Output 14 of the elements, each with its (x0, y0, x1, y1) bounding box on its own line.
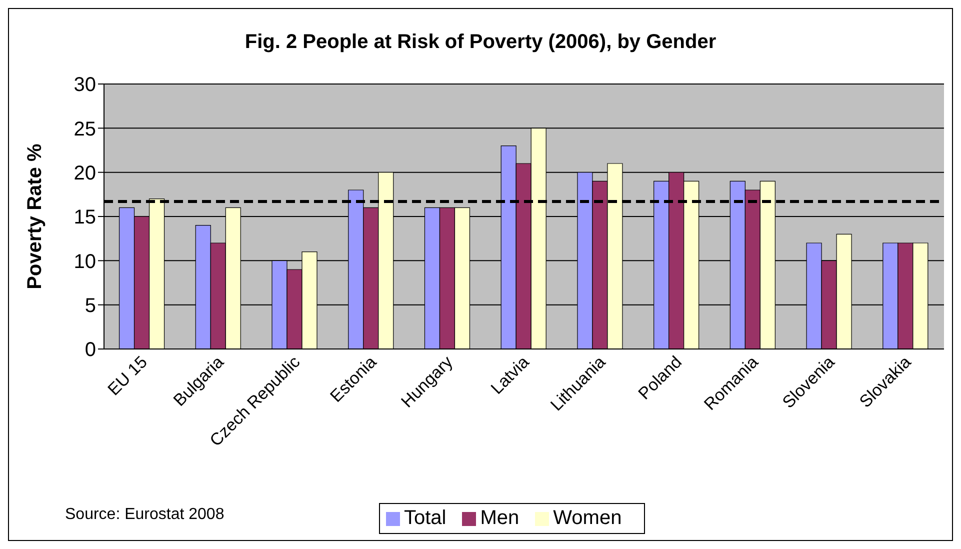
source-note: Source: Eurostat 2008 (65, 506, 224, 524)
y-tick-label: 30 (74, 74, 96, 96)
y-axis-title: Poverty Rate % (24, 143, 46, 290)
legend-label: Men (480, 507, 520, 529)
x-tick-label: EU 15 (104, 352, 152, 400)
y-tick-label: 0 (84, 339, 96, 362)
chart-title: Fig. 2 People at Risk of Poverty (2006), by Gender (244, 31, 718, 54)
legend-label: Total (404, 507, 446, 529)
y-tick-label: 25 (74, 118, 96, 140)
y-tick-label: 15 (74, 206, 96, 229)
y-tick-label: 10 (74, 250, 96, 273)
y-tick-label: 5 (84, 294, 96, 317)
y-tick-label: 20 (74, 162, 96, 184)
legend-label: Women (553, 507, 622, 529)
